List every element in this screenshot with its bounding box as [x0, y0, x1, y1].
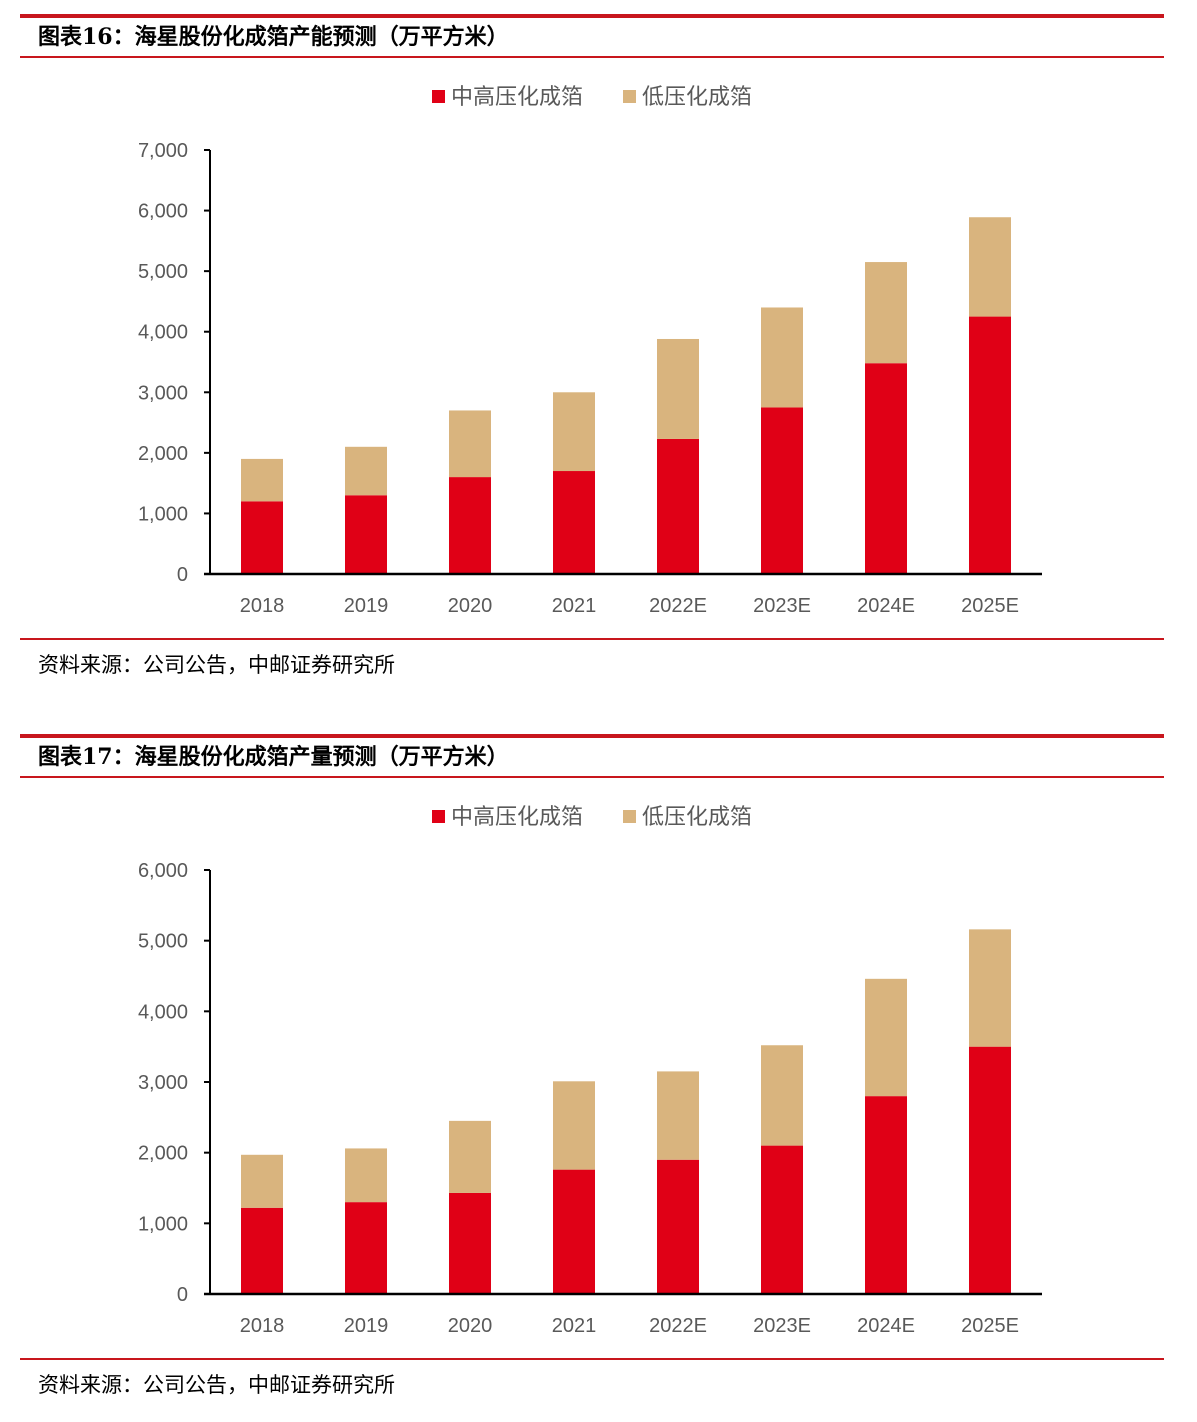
bars: [241, 217, 1011, 574]
y-tick-label: 5,000: [138, 931, 188, 953]
legend-label: 中高压化成箔: [451, 84, 583, 109]
x-tick-label: 2018: [240, 595, 285, 617]
section-top-rule: [20, 14, 1164, 18]
bar-low: [865, 262, 907, 364]
chart-title: 图表17：海星股份化成箔产量预测（万平方米）: [38, 744, 509, 770]
source-note: 资料来源：公司公告，中邮证券研究所: [38, 1373, 395, 1397]
chart-section-16: 图表16：海星股份化成箔产能预测（万平方米） 中高压化成箔 低压化成箔 2018 20…: [20, 14, 1164, 677]
y-tick-label: 5,000: [138, 261, 188, 283]
y-tick-label: 3,000: [138, 1072, 188, 1094]
x-tick-label: 2022E: [649, 1315, 707, 1337]
x-tick-label: 2023E: [753, 1315, 811, 1337]
bar-low: [345, 1148, 387, 1203]
bar-low: [969, 929, 1011, 1047]
bar-low: [657, 338, 699, 439]
chart-title: 图表16：海星股份化成箔产能预测（万平方米）: [38, 24, 509, 50]
bar-low: [865, 978, 907, 1097]
bar-mid-high: [761, 1145, 803, 1294]
title-underline: [20, 56, 1164, 58]
legend-label: 低压化成箔: [642, 804, 752, 829]
x-tick-label: 2025E: [961, 1315, 1019, 1337]
bar-low: [553, 392, 595, 472]
x-tick-label: 2023E: [753, 595, 811, 617]
bar-mid-high: [865, 363, 907, 574]
bar-mid-high: [553, 471, 595, 574]
legend-label: 中高压化成箔: [451, 804, 583, 829]
x-tick-label: 2018: [240, 1315, 285, 1337]
bar-low: [553, 1081, 595, 1170]
legend-swatch: [623, 810, 636, 823]
source-note: 资料来源：公司公告，中邮证券研究所: [38, 653, 395, 677]
chart-section-17: 图表17：海星股份化成箔产量预测（万平方米） 中高压化成箔 低压化成箔 2018 20…: [20, 734, 1164, 1406]
bar-mid-high: [969, 316, 1011, 574]
y-tick-label: 2,000: [138, 1143, 188, 1165]
legend-swatch: [432, 90, 445, 103]
x-tick-label: 2019: [344, 595, 389, 617]
bar-mid-high: [241, 501, 283, 574]
legend: 中高压化成箔 低压化成箔: [432, 804, 752, 829]
bar-mid-high: [241, 1207, 283, 1294]
legend-label: 低压化成箔: [642, 84, 752, 109]
y-tick-label: 6,000: [138, 860, 188, 882]
x-tick-label: 2020: [448, 1315, 493, 1337]
bars: [241, 929, 1011, 1294]
y-tick-label: 3,000: [138, 382, 188, 404]
bar-low: [761, 1045, 803, 1146]
stacked-bar-chart: 中高压化成箔 低压化成箔 2018 2019 2020 2021 2022E 2023E 202…: [138, 804, 1042, 1337]
x-tick-label: 2024E: [857, 595, 915, 617]
legend-swatch: [432, 810, 445, 823]
bar-mid-high: [761, 407, 803, 574]
stacked-bar-chart: 中高压化成箔 低压化成箔 2018 2019 2020 2021 2022E 2023E 202…: [138, 84, 1042, 617]
y-tick-label: 0: [177, 564, 188, 586]
y-tick-label: 1,000: [138, 1213, 188, 1235]
bar-mid-high: [865, 1096, 907, 1294]
bar-mid-high: [969, 1046, 1011, 1294]
legend: 中高压化成箔 低压化成箔: [432, 84, 752, 109]
bar-mid-high: [657, 438, 699, 574]
y-tick-label: 2,000: [138, 443, 188, 465]
x-tick-label: 2025E: [961, 595, 1019, 617]
legend-swatch: [623, 90, 636, 103]
title-underline: [20, 776, 1164, 778]
bar-low: [241, 1154, 283, 1208]
bar-mid-high: [345, 1202, 387, 1294]
source-rule: [20, 1358, 1164, 1360]
bar-mid-high: [449, 477, 491, 574]
y-tick-label: 4,000: [138, 322, 188, 344]
bar-low: [241, 458, 283, 502]
x-tick-label: 2022E: [649, 595, 707, 617]
y-tick-label: 6,000: [138, 201, 188, 223]
x-tick-label: 2021: [552, 595, 597, 617]
x-tick-label: 2020: [448, 595, 493, 617]
bar-low: [449, 1120, 491, 1193]
y-tick-label: 1,000: [138, 503, 188, 525]
bar-low: [657, 1071, 699, 1160]
x-tick-label: 2019: [344, 1315, 389, 1337]
section-top-rule: [20, 734, 1164, 738]
source-rule: [20, 638, 1164, 640]
bar-low: [345, 446, 387, 496]
bar-mid-high: [449, 1192, 491, 1294]
bar-low: [761, 307, 803, 408]
bar-mid-high: [657, 1159, 699, 1294]
bar-low: [969, 217, 1011, 317]
x-tick-label: 2024E: [857, 1315, 915, 1337]
y-tick-label: 7,000: [138, 140, 188, 162]
y-tick-label: 0: [177, 1284, 188, 1306]
y-tick-label: 4,000: [138, 1001, 188, 1023]
bar-mid-high: [553, 1169, 595, 1294]
bar-mid-high: [345, 495, 387, 574]
x-tick-label: 2021: [552, 1315, 597, 1337]
bar-low: [449, 410, 491, 478]
